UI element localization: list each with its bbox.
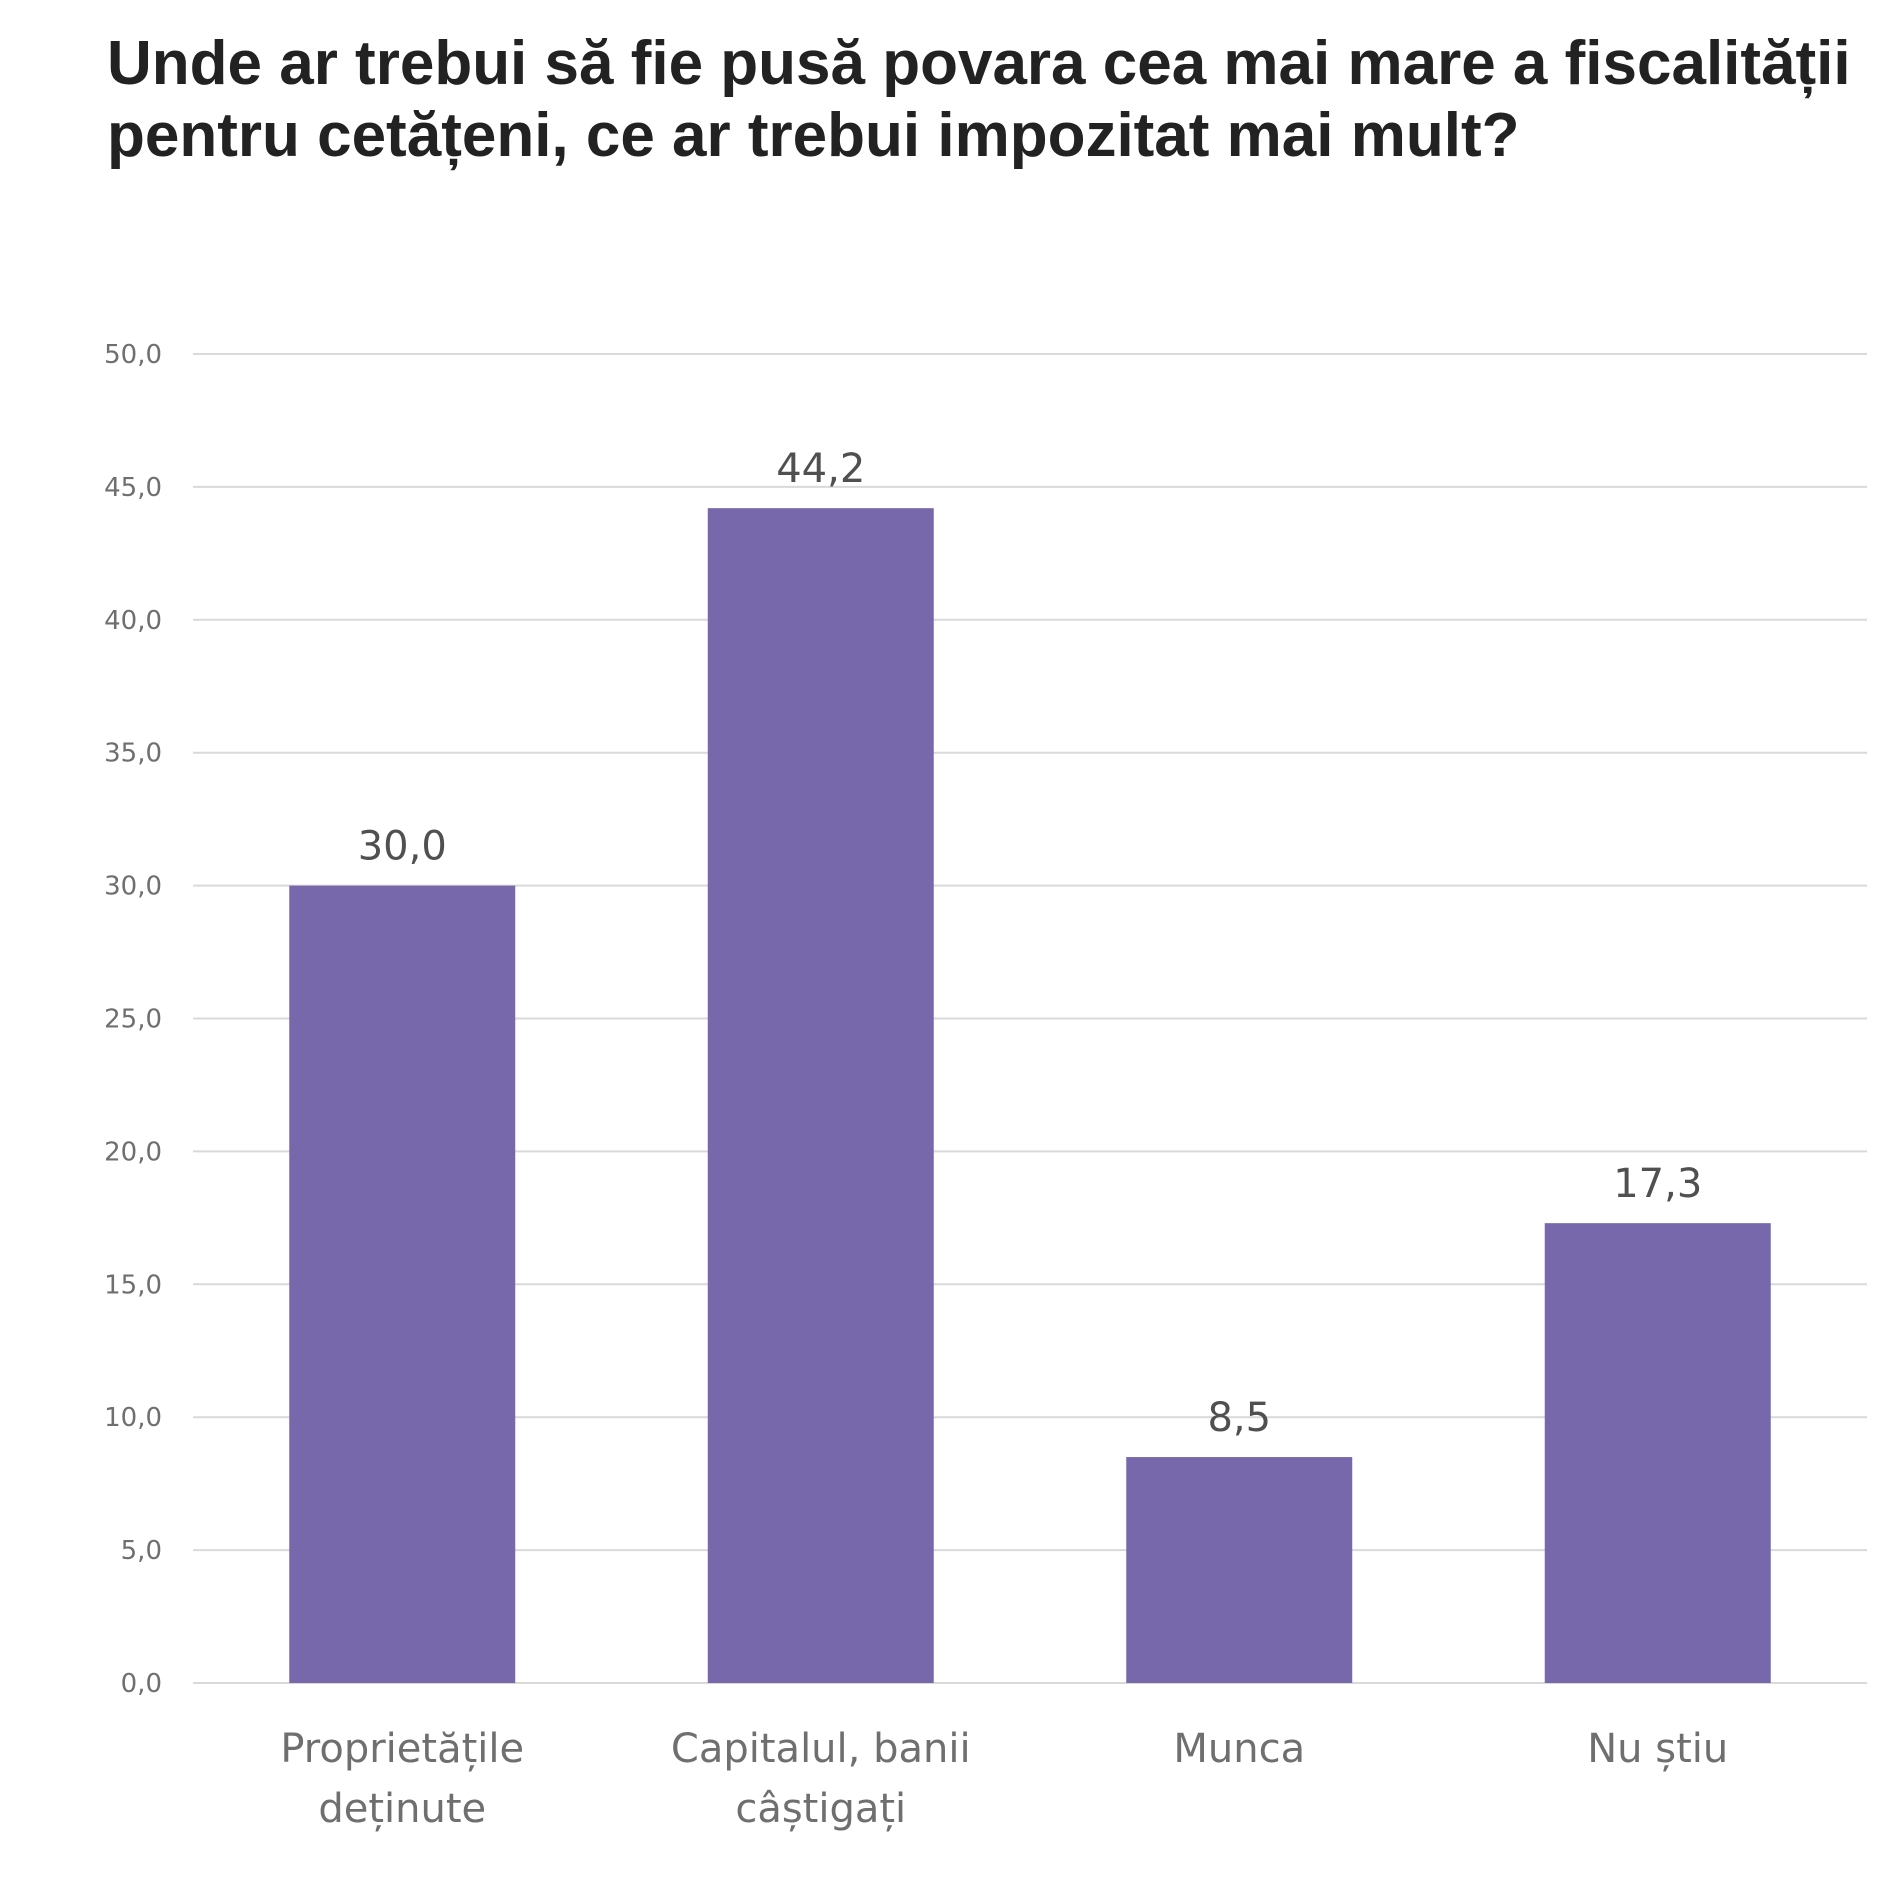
x-category-label: Proprietățile	[280, 1726, 524, 1772]
y-tick-label: 5,0	[121, 1536, 162, 1566]
y-tick-label: 30,0	[104, 872, 162, 902]
y-tick-label: 35,0	[104, 739, 162, 769]
bar	[1126, 1457, 1353, 1683]
bar	[289, 885, 516, 1683]
x-category-label: Munca	[1173, 1726, 1305, 1772]
y-tick-label: 15,0	[104, 1270, 162, 1300]
bar	[707, 508, 934, 1683]
x-category-label: deținute	[318, 1786, 486, 1832]
x-category-label: câștigați	[735, 1786, 906, 1832]
y-tick-label: 40,0	[104, 606, 162, 636]
data-label: 30,0	[358, 824, 447, 870]
data-labels: 30,0 44,2 8,5 17,3	[358, 446, 1703, 1441]
x-category-label: Capitalul, banii	[671, 1726, 971, 1772]
chart-title: Unde ar trebui să fie pusă povara cea ma…	[107, 29, 1851, 170]
data-label: 44,2	[776, 446, 865, 492]
y-tick-label: 50,0	[104, 340, 162, 370]
x-category-label: Nu știu	[1587, 1726, 1728, 1772]
data-label: 17,3	[1613, 1161, 1702, 1207]
data-label: 8,5	[1207, 1395, 1271, 1441]
bar	[1544, 1223, 1771, 1683]
y-axis-ticks: 0,0 5,0 10,0 15,0 20,0 25,0 30,0 35,0 40,0 45,0 50…	[104, 340, 162, 1699]
y-tick-label: 20,0	[104, 1137, 162, 1167]
y-tick-label: 25,0	[104, 1005, 162, 1035]
y-tick-label: 45,0	[104, 473, 162, 503]
x-axis-labels: Proprietățile deținute Capitalul, banii câș…	[280, 1726, 1728, 1832]
y-tick-label: 0,0	[121, 1669, 162, 1699]
bars	[289, 508, 1771, 1683]
y-tick-label: 10,0	[104, 1403, 162, 1433]
